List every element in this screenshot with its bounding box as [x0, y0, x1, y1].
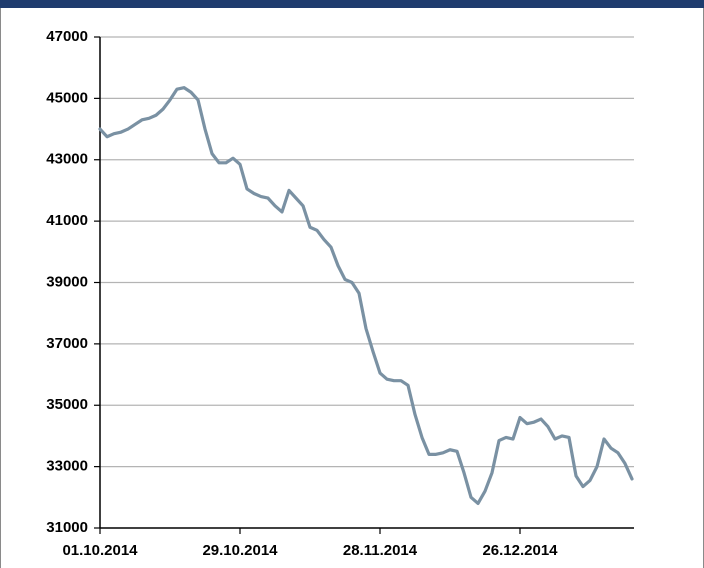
y-tick-label: 31000	[46, 519, 88, 536]
x-tick-label: 28.11.2014	[343, 542, 418, 559]
y-tick-label: 41000	[46, 212, 88, 229]
header-bar	[0, 0, 704, 8]
y-tick-label: 33000	[46, 458, 88, 475]
y-tick-label: 45000	[46, 89, 88, 106]
x-tick-label: 26.12.2014	[482, 542, 558, 559]
y-tick-label: 47000	[46, 28, 88, 45]
y-tick-label: 35000	[46, 396, 88, 413]
y-tick-label: 37000	[46, 335, 88, 352]
y-tick-label: 39000	[46, 273, 88, 290]
x-tick-label: 29.10.2014	[202, 542, 278, 559]
line-series	[98, 86, 634, 506]
x-tick-label: 01.10.2014	[62, 542, 138, 559]
y-tick-label: 43000	[46, 151, 88, 168]
